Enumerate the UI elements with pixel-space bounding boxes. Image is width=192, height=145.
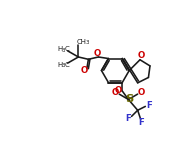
Text: H: H: [57, 62, 63, 68]
Text: O: O: [112, 88, 119, 97]
Text: 3: 3: [86, 40, 89, 45]
Text: H: H: [57, 46, 63, 52]
Text: O: O: [138, 88, 145, 97]
Text: C: C: [65, 62, 69, 68]
Text: O: O: [80, 66, 87, 75]
Text: O: O: [94, 49, 101, 58]
Text: CH: CH: [76, 39, 86, 45]
Text: 3: 3: [61, 63, 65, 68]
Text: F: F: [146, 101, 152, 110]
Text: F: F: [126, 114, 131, 123]
Text: O: O: [138, 51, 145, 60]
Text: S: S: [125, 94, 133, 104]
Text: C: C: [65, 46, 69, 52]
Text: O: O: [115, 86, 122, 95]
Text: F: F: [139, 118, 144, 127]
Text: 3: 3: [61, 48, 65, 52]
